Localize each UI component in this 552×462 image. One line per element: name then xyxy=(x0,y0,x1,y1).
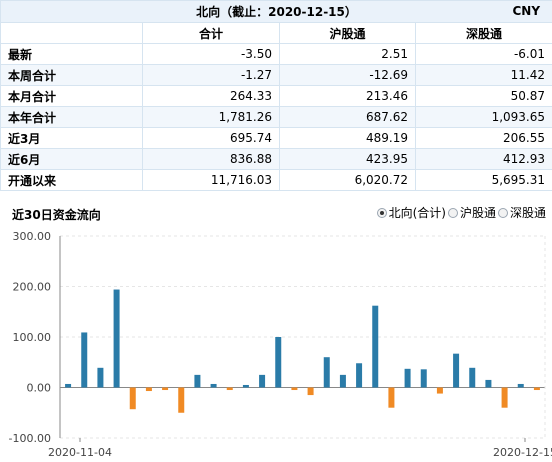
header-total: 合计 xyxy=(142,22,280,44)
bar xyxy=(291,387,298,391)
y-tick-label: 100.00 xyxy=(13,331,52,344)
table-row: 本年合计 1,781.26 687.62 1,093.65 xyxy=(0,106,552,128)
chart-header: 近30日资金流向 北向(合计) 沪股通 深股通 xyxy=(0,200,552,224)
bar xyxy=(469,367,476,388)
northbound-summary-table: 北向（截止：2020-12-15） CNY 合计 沪股通 深股通 最新 -3.5… xyxy=(0,0,552,191)
bar xyxy=(178,387,185,413)
cell-sh: 213.46 xyxy=(279,85,416,107)
bar xyxy=(307,387,314,396)
cell-sh: 489.19 xyxy=(279,127,416,149)
cell-total: 1,781.26 xyxy=(142,106,280,128)
header-sz-connect: 深股通 xyxy=(414,22,552,44)
row-label: 本周合计 xyxy=(0,64,143,86)
bar xyxy=(162,387,169,391)
bar xyxy=(97,367,104,388)
radio-label: 沪股通 xyxy=(459,206,496,220)
radio-sz-connect[interactable]: 深股通 xyxy=(497,204,546,221)
y-tick-label: -100.00 xyxy=(9,432,51,445)
bar xyxy=(404,368,411,388)
table-row: 开通以来 11,716.03 6,020.72 5,695.31 xyxy=(0,169,552,191)
bar xyxy=(65,383,72,388)
bar xyxy=(81,332,88,388)
radio-label: 北向(合计) xyxy=(388,206,446,220)
bar xyxy=(113,289,120,388)
x-tick-label: 2020-11-04 xyxy=(48,446,112,459)
bar xyxy=(485,379,492,388)
row-label: 近6月 xyxy=(0,148,143,170)
cell-total: -3.50 xyxy=(142,43,280,65)
header-empty xyxy=(0,22,143,44)
cell-sz: 11.42 xyxy=(414,64,552,86)
row-label: 开通以来 xyxy=(0,169,143,191)
chart-title: 近30日资金流向 xyxy=(12,208,101,222)
table-row: 最新 -3.50 2.51 -6.01 xyxy=(0,43,552,65)
bar xyxy=(210,383,217,388)
cell-sz: -6.01 xyxy=(414,43,552,65)
cell-sh: 2.51 xyxy=(279,43,416,65)
row-label: 本月合计 xyxy=(0,85,143,107)
bar xyxy=(533,387,540,391)
cell-sh: 6,020.72 xyxy=(279,169,416,191)
cell-sh: 423.95 xyxy=(279,148,416,170)
cell-sz: 1,093.65 xyxy=(414,106,552,128)
row-label: 近3月 xyxy=(0,127,143,149)
bar xyxy=(275,337,282,388)
cell-sz: 412.93 xyxy=(414,148,552,170)
bar xyxy=(420,369,427,388)
summary-title-cell: 北向（截止：2020-12-15） CNY xyxy=(0,0,552,23)
column-header-row: 合计 沪股通 深股通 xyxy=(0,22,552,44)
bar xyxy=(194,374,201,388)
cell-sz: 50.87 xyxy=(414,85,552,107)
y-tick-label: 300.00 xyxy=(13,230,52,243)
bar xyxy=(323,357,330,388)
table-row: 近6月 836.88 423.95 412.93 xyxy=(0,148,552,170)
radio-northbound-total[interactable]: 北向(合计) xyxy=(376,204,446,221)
bar xyxy=(242,384,249,388)
bar xyxy=(129,387,136,410)
x-tick-label: 2020-12-15 xyxy=(493,446,552,459)
currency-unit: CNY xyxy=(512,4,541,18)
row-label: 本年合计 xyxy=(0,106,143,128)
cell-total: 11,716.03 xyxy=(142,169,280,191)
bar xyxy=(372,305,379,388)
bar xyxy=(453,353,460,388)
y-tick-label: 200.00 xyxy=(13,281,52,294)
radio-dot-icon xyxy=(376,207,387,218)
row-label: 最新 xyxy=(0,43,143,65)
bar xyxy=(356,363,363,388)
bar xyxy=(145,387,152,392)
cell-total: 264.33 xyxy=(142,85,280,107)
table-row: 本周合计 -1.27 -12.69 11.42 xyxy=(0,64,552,86)
radio-dot-icon xyxy=(497,207,508,218)
cell-total: 836.88 xyxy=(142,148,280,170)
bar xyxy=(436,387,443,394)
summary-title: 北向（截止：2020-12-15） xyxy=(196,5,357,19)
cell-sh: 687.62 xyxy=(279,106,416,128)
bar xyxy=(388,387,395,408)
radio-dot-icon xyxy=(447,207,458,218)
table-row: 近3月 695.74 489.19 206.55 xyxy=(0,127,552,149)
bar xyxy=(501,387,508,408)
bar xyxy=(226,387,233,391)
y-tick-label: 0.00 xyxy=(27,382,52,395)
cell-sz: 206.55 xyxy=(414,127,552,149)
cell-total: -1.27 xyxy=(142,64,280,86)
cell-sh: -12.69 xyxy=(279,64,416,86)
radio-sh-connect[interactable]: 沪股通 xyxy=(447,204,496,221)
bar xyxy=(259,374,266,388)
flow-type-radio-group: 北向(合计) 沪股通 深股通 xyxy=(376,204,546,221)
table-row: 本月合计 264.33 213.46 50.87 xyxy=(0,85,552,107)
cell-sz: 5,695.31 xyxy=(414,169,552,191)
radio-label: 深股通 xyxy=(509,206,546,220)
bar xyxy=(339,374,346,388)
cell-total: 695.74 xyxy=(142,127,280,149)
bar xyxy=(517,383,524,388)
summary-title-row: 北向（截止：2020-12-15） CNY xyxy=(0,0,552,23)
header-sh-connect: 沪股通 xyxy=(279,22,416,44)
